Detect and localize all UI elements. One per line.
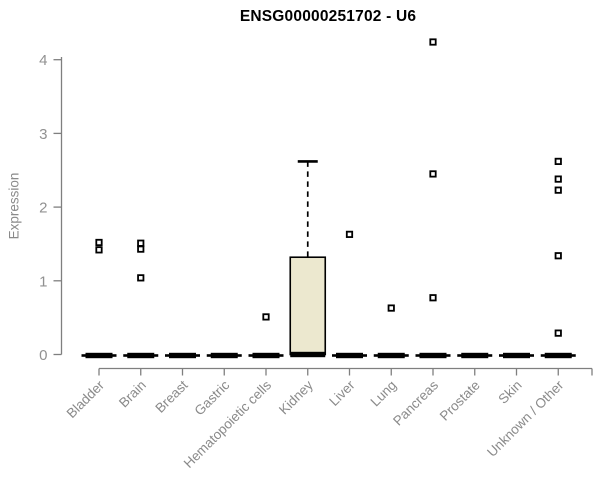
outlier-point-pancreas [429, 38, 437, 46]
x-category-label: Breast [152, 377, 190, 415]
median-lung [377, 352, 405, 359]
box-kidney [289, 256, 327, 356]
median-brain [127, 352, 155, 359]
outlier-point-bladder [95, 238, 103, 247]
x-category-label: Skin [495, 378, 524, 407]
outlier-point-unknown-other [554, 252, 562, 260]
median-skin [503, 352, 530, 359]
outlier-point-brain [137, 274, 145, 282]
y-tick-label: 4 [39, 52, 47, 69]
x-category-label: Kidney [276, 377, 316, 417]
outlier-point-unknown-other [554, 175, 562, 183]
x-category-label: Liver [326, 377, 358, 409]
outlier-point-hematopoietic-cells [262, 313, 270, 321]
outlier-point-lung [387, 304, 395, 312]
outlier-point-brain [137, 245, 145, 253]
outlier-point-brain [137, 239, 145, 247]
outlier-point-bladder [95, 246, 103, 254]
x-category-label: Unknown / Other [484, 377, 567, 460]
x-category-label: Lung [368, 378, 400, 410]
median-unknown-other [544, 352, 572, 359]
x-category-label: Pancreas [390, 377, 441, 428]
median-kidney [290, 351, 326, 358]
outlier-point-pancreas [429, 170, 437, 178]
y-tick-label: 3 [39, 126, 47, 143]
x-category-label: Prostate [437, 378, 483, 424]
chart-title: ENSG00000251702 - U6 [239, 8, 417, 25]
y-tick-label: 1 [39, 273, 47, 290]
outlier-point-unknown-other [554, 157, 562, 166]
median-breast [169, 352, 196, 359]
x-category-label: Bladder [64, 377, 108, 421]
x-category-label: Gastric [192, 377, 233, 418]
median-bladder [85, 352, 113, 359]
outlier-point-pancreas [429, 294, 437, 302]
y-tick-label: 2 [39, 200, 47, 217]
median-liver [336, 352, 363, 359]
outlier-point-unknown-other [554, 329, 562, 337]
outlier-point-liver [345, 230, 354, 238]
median-pancreas [419, 352, 447, 359]
x-category-label: Brain [116, 378, 149, 411]
median-hematopoietic-cells [252, 352, 280, 359]
outlier-point-unknown-other [554, 186, 562, 194]
y-tick-label: 0 [39, 347, 47, 364]
median-prostate [461, 352, 489, 359]
median-gastric [210, 352, 238, 359]
